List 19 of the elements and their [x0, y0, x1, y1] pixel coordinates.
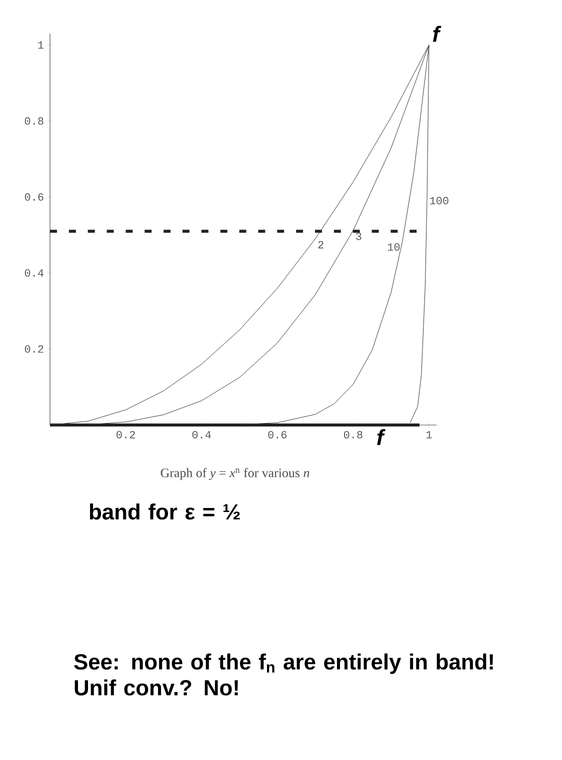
y-tick-label: 0.8 [24, 117, 44, 125]
y-tick-label: 1 [38, 41, 44, 49]
text: See: none of the f$_{n}$ are entirely in band! Unif conv.? No! [74, 654, 493, 696]
series-label: 100 [430, 196, 448, 204]
x-tick-label: 0.8 [344, 431, 362, 438]
series-label: 2 [318, 240, 324, 248]
text: Graph of y = x$^{n}$ for various n [160, 468, 310, 480]
text: band for ε = ½ [90, 504, 240, 520]
y-tick-label: 0.6 [24, 193, 44, 201]
x-tick-label: 0.6 [268, 431, 287, 438]
x-tick-label: 1 [426, 431, 432, 438]
x-tick-label: 0.4 [192, 431, 211, 438]
y-tick-label: 0.4 [24, 269, 44, 277]
y-tick-label: 0.2 [24, 345, 44, 353]
annotation: f [377, 429, 386, 446]
annotation: f [433, 26, 442, 42]
x-tick-label: 0.2 [116, 431, 135, 438]
series-label: 10 [388, 243, 400, 251]
series-label: 3 [356, 232, 362, 240]
